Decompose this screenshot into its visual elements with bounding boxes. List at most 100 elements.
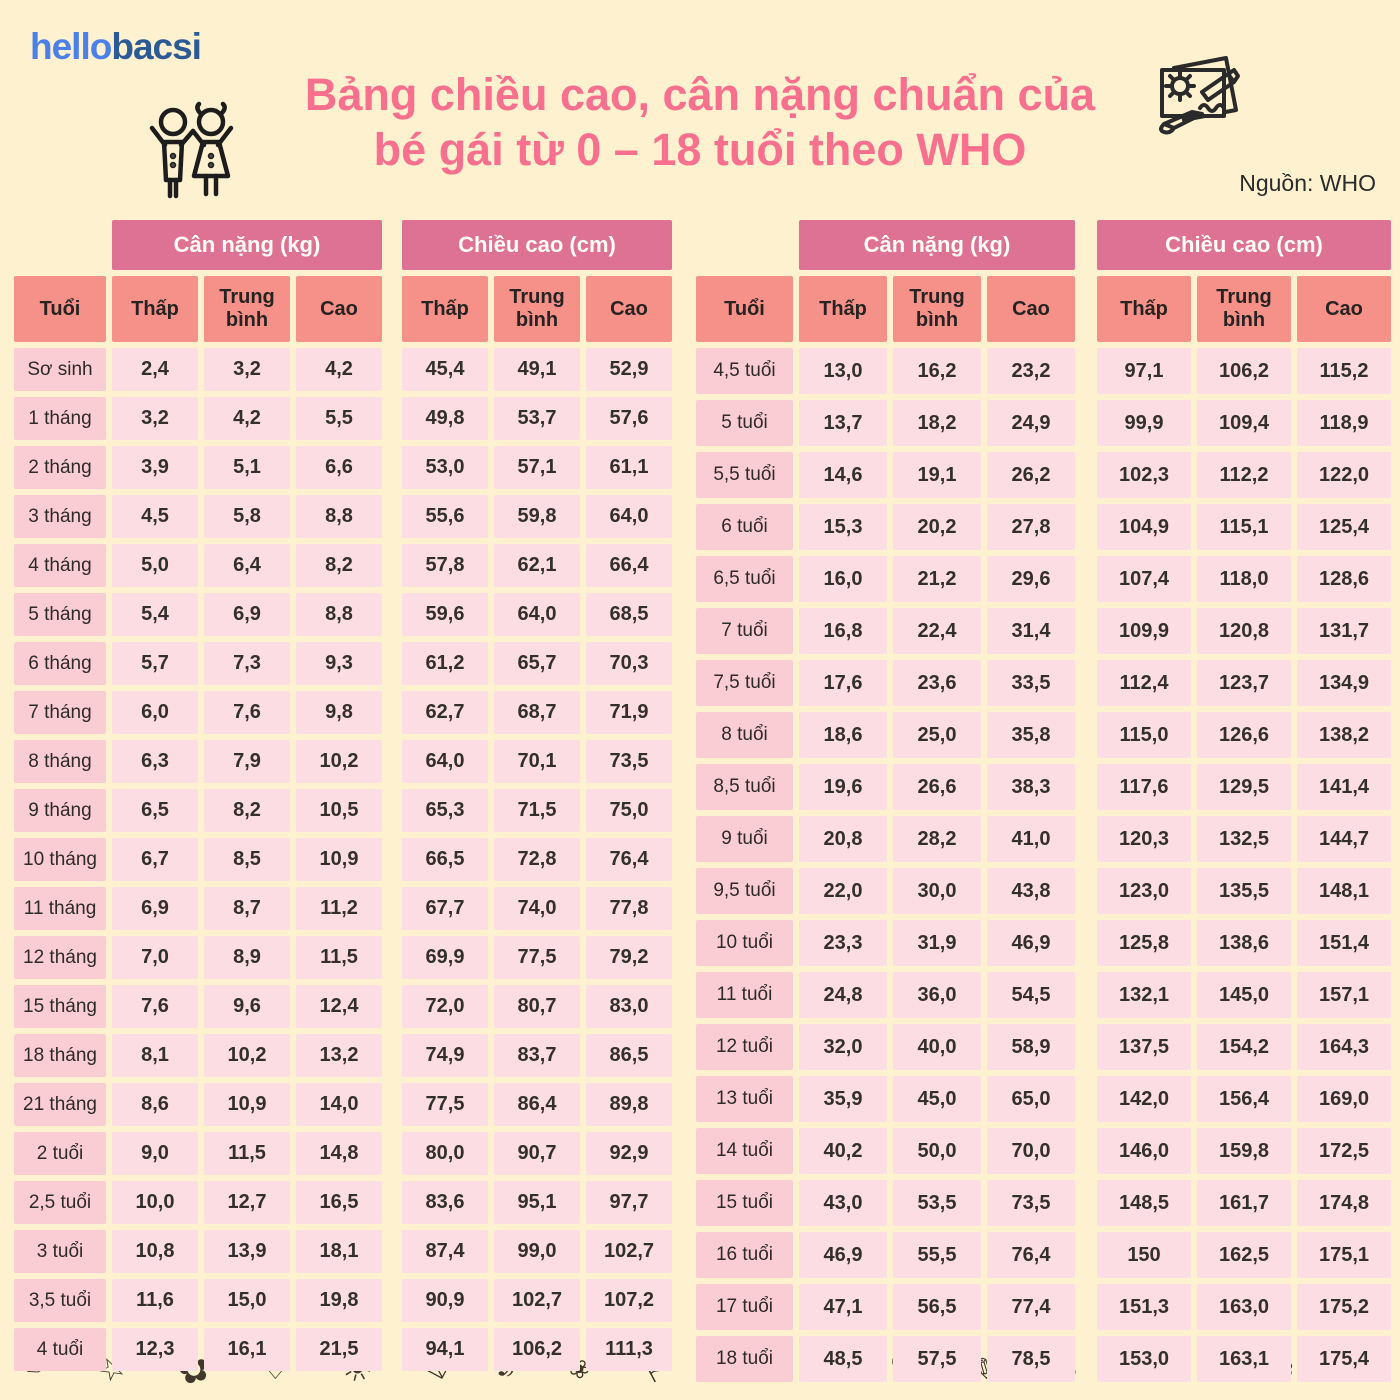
weight-value-cell: 10,2	[296, 740, 382, 783]
weight-value-cell: 4,2	[204, 397, 290, 440]
height-value-cell: 64,0	[402, 740, 488, 783]
weight-value-cell: 26,6	[893, 764, 981, 810]
weight-value-cell: 6,9	[112, 887, 198, 930]
weight-value-cell: 3,2	[204, 348, 290, 391]
height-value-cell: 55,6	[402, 495, 488, 538]
height-value-cell: 89,8	[586, 1083, 672, 1126]
height-value-cell: 57,6	[586, 397, 672, 440]
height-value-cell: 151,4	[1297, 920, 1391, 966]
weight-value-cell: 13,9	[204, 1230, 290, 1273]
weight-value-cell: 4,5	[112, 495, 198, 538]
height-value-cell: 62,7	[402, 691, 488, 734]
height-value-cell: 132,5	[1197, 816, 1291, 862]
weight-value-cell: 9,0	[112, 1132, 198, 1175]
header-gap	[1081, 276, 1091, 342]
weight-value-cell: 6,3	[112, 740, 198, 783]
drawing-paper-icon	[1144, 48, 1252, 156]
height-value-cell: 74,0	[494, 887, 580, 930]
weight-value-cell: 13,2	[296, 1034, 382, 1077]
height-value-cell: 174,8	[1297, 1180, 1391, 1226]
weight-value-cell: 19,8	[296, 1279, 382, 1322]
height-value-cell: 131,7	[1297, 608, 1391, 654]
row-gap	[1081, 920, 1091, 966]
weight-value-cell: 5,7	[112, 642, 198, 685]
row-gap	[1081, 400, 1091, 446]
weight-value-cell: 8,6	[112, 1083, 198, 1126]
weight-value-cell: 31,4	[987, 608, 1075, 654]
weight-value-cell: 21,2	[893, 556, 981, 602]
growth-table-0-18-months: Cân nặng (kg) Chiều cao (cm) Tuổi Thấp Trung…	[14, 220, 672, 1382]
weight-value-cell: 12,7	[204, 1181, 290, 1224]
height-value-cell: 146,0	[1097, 1128, 1191, 1174]
weight-value-cell: 76,4	[987, 1232, 1075, 1278]
sub-column-header: Thấp	[799, 276, 887, 342]
height-value-cell: 172,5	[1297, 1128, 1391, 1174]
age-cell: 14 tuổi	[696, 1128, 793, 1174]
height-value-cell: 150	[1097, 1232, 1191, 1278]
height-value-cell: 90,7	[494, 1132, 580, 1175]
weight-value-cell: 16,2	[893, 348, 981, 394]
row-gap	[1081, 816, 1091, 862]
height-value-cell: 154,2	[1197, 1024, 1291, 1070]
height-value-cell: 129,5	[1197, 764, 1291, 810]
row-gap	[1081, 608, 1091, 654]
weight-value-cell: 65,0	[987, 1076, 1075, 1122]
weight-value-cell: 6,5	[112, 789, 198, 832]
row-gap	[1081, 452, 1091, 498]
height-value-cell: 138,6	[1197, 920, 1291, 966]
weight-value-cell: 33,5	[987, 660, 1075, 706]
row-gap	[1081, 1024, 1091, 1070]
height-value-cell: 175,4	[1297, 1336, 1391, 1382]
weight-value-cell: 8,2	[296, 544, 382, 587]
height-value-cell: 142,0	[1097, 1076, 1191, 1122]
row-gap	[388, 642, 396, 685]
height-value-cell: 102,7	[586, 1230, 672, 1273]
weight-value-cell: 7,3	[204, 642, 290, 685]
weight-value-cell: 36,0	[893, 972, 981, 1018]
weight-group-header: Cân nặng (kg)	[799, 220, 1075, 270]
height-value-cell: 86,5	[586, 1034, 672, 1077]
weight-value-cell: 8,1	[112, 1034, 198, 1077]
weight-value-cell: 32,0	[799, 1024, 887, 1070]
age-cell: 17 tuổi	[696, 1284, 793, 1330]
weight-value-cell: 17,6	[799, 660, 887, 706]
height-value-cell: 59,6	[402, 593, 488, 636]
growth-table-4-18-years: Cân nặng (kg) Chiều cao (cm) Tuổi Thấp Trung…	[696, 220, 1391, 1382]
height-value-cell: 151,3	[1097, 1284, 1191, 1330]
height-value-cell: 83,7	[494, 1034, 580, 1077]
height-value-cell: 99,0	[494, 1230, 580, 1273]
weight-value-cell: 8,8	[296, 593, 382, 636]
logo-bacsi: bacsi	[111, 26, 202, 67]
age-cell: 6,5 tuổi	[696, 556, 793, 602]
sub-column-header: Thấp	[1097, 276, 1191, 342]
height-value-cell: 106,2	[494, 1328, 580, 1371]
sub-column-header: Thấp	[402, 276, 488, 342]
height-value-cell: 68,7	[494, 691, 580, 734]
height-value-cell: 66,5	[402, 838, 488, 881]
weight-value-cell: 10,9	[204, 1083, 290, 1126]
height-value-cell: 77,5	[494, 936, 580, 979]
weight-value-cell: 8,8	[296, 495, 382, 538]
weight-value-cell: 6,7	[112, 838, 198, 881]
height-value-cell: 118,9	[1297, 400, 1391, 446]
weight-value-cell: 29,6	[987, 556, 1075, 602]
sub-column-header: Trung bình	[1197, 276, 1291, 342]
age-cell: Sơ sinh	[14, 348, 106, 391]
row-gap	[388, 985, 396, 1028]
row-gap	[388, 348, 396, 391]
weight-value-cell: 18,1	[296, 1230, 382, 1273]
height-value-cell: 102,7	[494, 1279, 580, 1322]
height-value-cell: 109,9	[1097, 608, 1191, 654]
weight-value-cell: 9,3	[296, 642, 382, 685]
height-value-cell: 69,9	[402, 936, 488, 979]
weight-value-cell: 24,8	[799, 972, 887, 1018]
age-cell: 8 tuổi	[696, 712, 793, 758]
height-value-cell: 92,9	[586, 1132, 672, 1175]
height-value-cell: 74,9	[402, 1034, 488, 1077]
height-value-cell: 107,2	[586, 1279, 672, 1322]
row-gap	[388, 1328, 396, 1371]
weight-value-cell: 73,5	[987, 1180, 1075, 1226]
children-icon	[143, 100, 243, 205]
group-gap	[1081, 220, 1091, 270]
